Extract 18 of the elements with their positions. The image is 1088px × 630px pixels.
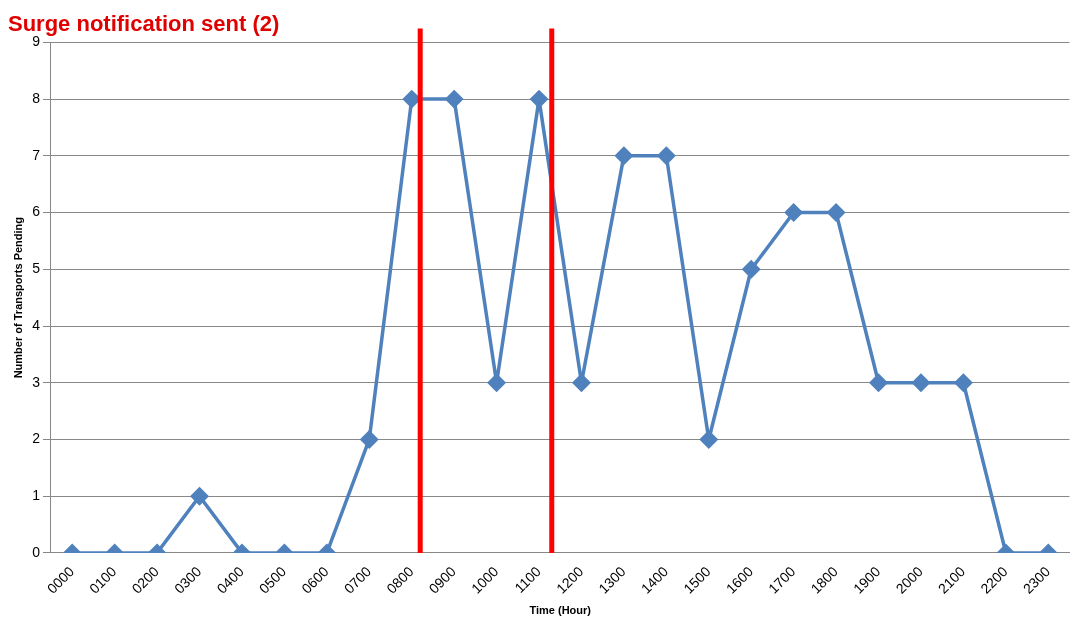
point [657, 147, 676, 165]
y-tick-label: 4 [32, 316, 41, 333]
point [530, 90, 548, 108]
y-tick-label: 6 [32, 203, 41, 220]
point [742, 260, 760, 279]
y-tick-label: 8 [32, 89, 41, 106]
point [827, 203, 845, 222]
y-tick-label: 5 [32, 260, 41, 277]
y-tick-label: 2 [32, 430, 41, 447]
point [784, 203, 803, 222]
y-tick-label: 1 [32, 487, 41, 504]
y-tick-label: 7 [32, 146, 41, 163]
point [615, 147, 633, 165]
y-tick-label: 0 [32, 543, 41, 560]
x-axis-title: Time (Hour) [529, 604, 592, 617]
point [445, 90, 463, 108]
y-tick-label: 3 [32, 373, 41, 390]
y-axis-title: Number of Transports Pending [11, 216, 24, 379]
